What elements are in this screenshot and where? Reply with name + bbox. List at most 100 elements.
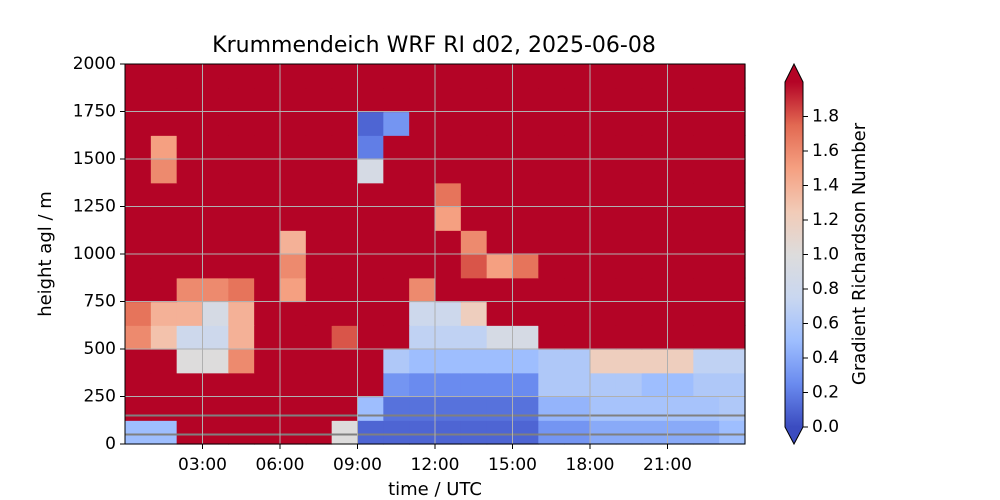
heat-cell — [719, 301, 746, 326]
heat-cell — [538, 277, 565, 303]
heat-cell — [280, 159, 307, 184]
heat-cell — [512, 182, 539, 208]
y-tick-label: 250 — [84, 387, 116, 407]
heat-cell — [719, 349, 746, 374]
heat-cell — [331, 230, 359, 255]
heat-cell — [383, 325, 410, 350]
y-tick-label: 1000 — [73, 244, 116, 264]
heat-cell — [590, 159, 617, 184]
heat-cell — [280, 396, 307, 421]
heat-cell — [202, 230, 229, 255]
heat-cell — [590, 349, 617, 374]
heat-cell — [538, 301, 565, 326]
heat-cell — [254, 254, 281, 279]
heat-cell — [202, 372, 229, 398]
heat-cell — [564, 87, 591, 113]
heat-cell — [331, 420, 359, 445]
heat-cell — [125, 135, 152, 160]
heat-cell — [228, 420, 255, 445]
heat-cell — [564, 372, 591, 398]
heat-cell — [435, 87, 462, 113]
heat-cell — [150, 159, 178, 184]
heat-cell — [538, 230, 565, 255]
heat-cell — [590, 277, 617, 303]
heat-cell — [538, 325, 565, 350]
heat-cell — [254, 230, 281, 255]
chart-title: Krummendeich WRF RI d02, 2025-06-08 — [212, 33, 656, 58]
heat-cell — [357, 349, 384, 374]
heat-cell — [150, 254, 178, 279]
heat-cell — [202, 420, 229, 445]
heat-cell — [693, 254, 720, 279]
heat-cell — [305, 182, 333, 208]
heat-cell — [590, 230, 617, 255]
colorbar-tick-label: 0.4 — [812, 348, 839, 368]
heat-cell — [486, 277, 514, 303]
heat-cell — [331, 372, 359, 398]
heat-cell — [228, 277, 255, 303]
heat-cell — [280, 230, 307, 255]
heat-cell — [693, 64, 720, 89]
heat-cell — [357, 420, 384, 445]
heat-cell — [538, 420, 565, 445]
heat-cell — [383, 159, 410, 184]
heat-cell — [228, 372, 255, 398]
heat-cell — [615, 230, 643, 255]
heat-cell — [357, 87, 384, 113]
heat-cell — [435, 396, 462, 421]
heat-cell — [409, 230, 436, 255]
heat-cell — [228, 111, 255, 136]
heat-cell — [486, 135, 514, 160]
heat-cell — [538, 135, 565, 160]
heat-cell — [435, 420, 462, 445]
heat-cell — [202, 159, 229, 184]
heat-cell — [564, 135, 591, 160]
x-tick-label: 21:00 — [643, 455, 692, 475]
heat-cell — [641, 64, 669, 89]
heat-cell — [254, 420, 281, 445]
heat-cell — [460, 87, 488, 113]
heat-cell — [693, 135, 720, 160]
heat-cell — [409, 325, 436, 350]
heat-cell — [486, 349, 514, 374]
heat-cell — [150, 301, 178, 326]
heat-cell — [383, 372, 410, 398]
heat-cell — [641, 182, 669, 208]
heat-cell — [305, 159, 333, 184]
heat-cell — [357, 230, 384, 255]
heat-cell — [280, 111, 307, 136]
heat-cell — [435, 64, 462, 89]
heat-cell — [125, 349, 152, 374]
heat-cell — [254, 372, 281, 398]
heat-cell — [409, 182, 436, 208]
heat-cell — [280, 349, 307, 374]
heat-cell — [667, 111, 694, 136]
heat-cell — [512, 159, 539, 184]
heat-cell — [280, 301, 307, 326]
heat-cell — [228, 230, 255, 255]
heat-cell — [667, 301, 694, 326]
heat-cell — [150, 64, 178, 89]
heat-cell — [409, 349, 436, 374]
heat-cell — [254, 64, 281, 89]
heat-cell — [305, 420, 333, 445]
heat-cell — [202, 87, 229, 113]
heat-cell — [719, 372, 746, 398]
y-tick-label: 1750 — [73, 102, 116, 122]
heat-cell — [538, 254, 565, 279]
heat-cell — [719, 206, 746, 231]
heat-cell — [228, 182, 255, 208]
heat-cell — [486, 325, 514, 350]
heat-cell — [150, 230, 178, 255]
heat-cell — [254, 111, 281, 136]
heat-cell — [280, 135, 307, 160]
heat-cell — [590, 111, 617, 136]
heat-cell — [486, 301, 514, 326]
heat-cell — [590, 420, 617, 445]
heat-cell — [202, 254, 229, 279]
heat-cell — [564, 349, 591, 374]
heat-cell — [409, 254, 436, 279]
heat-cell — [176, 301, 204, 326]
heat-cell — [719, 159, 746, 184]
heat-cell — [254, 277, 281, 303]
